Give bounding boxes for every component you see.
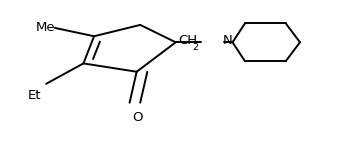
- Text: Et: Et: [27, 89, 41, 102]
- Text: Me: Me: [36, 21, 55, 34]
- Text: CH: CH: [179, 34, 198, 47]
- Text: N: N: [223, 34, 232, 47]
- Text: 2: 2: [193, 43, 199, 53]
- Text: O: O: [132, 111, 143, 124]
